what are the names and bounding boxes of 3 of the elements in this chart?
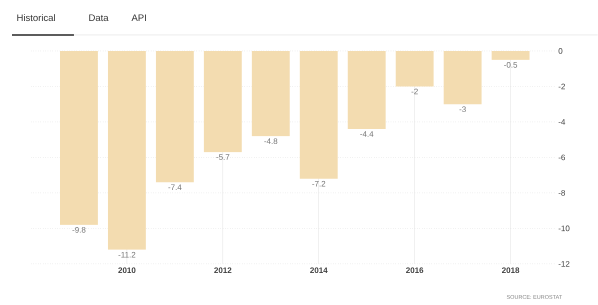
text: Data bbox=[89, 14, 109, 22]
text: API bbox=[131, 14, 146, 22]
text: Historical bbox=[17, 14, 55, 22]
